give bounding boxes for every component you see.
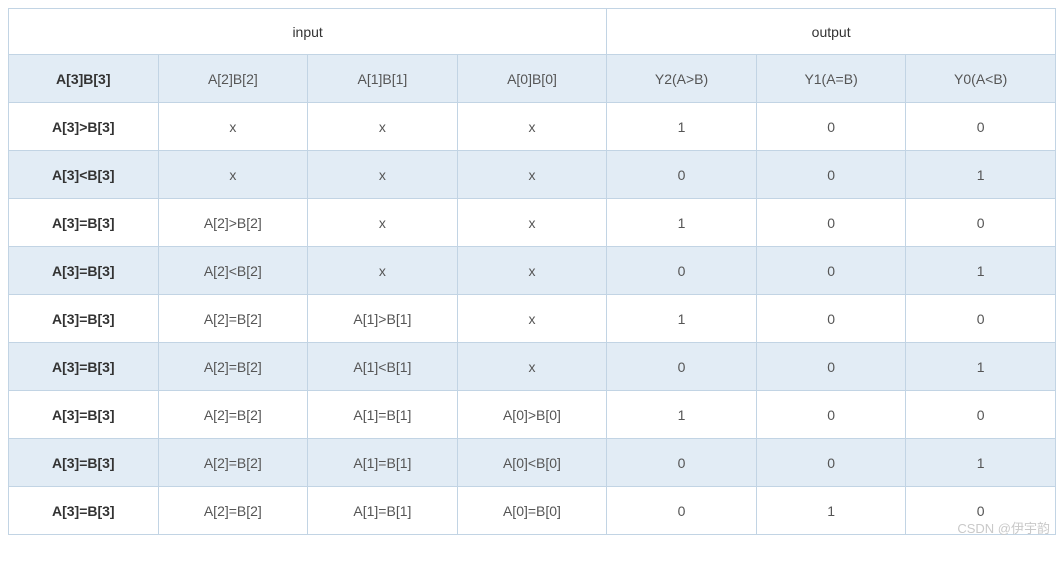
cell: A[3]>B[3] bbox=[9, 103, 159, 151]
cell: A[1]=B[1] bbox=[308, 487, 458, 535]
cell: x bbox=[457, 247, 607, 295]
cell: A[1]>B[1] bbox=[308, 295, 458, 343]
cell: A[3]=B[3] bbox=[9, 391, 159, 439]
cell: 0 bbox=[756, 439, 906, 487]
table-row: A[3]=B[3] A[2]>B[2] x x 1 0 0 bbox=[9, 199, 1056, 247]
cell: A[0]<B[0] bbox=[457, 439, 607, 487]
table-body: A[3]>B[3] x x x 1 0 0 A[3]<B[3] x x x 0 … bbox=[9, 103, 1056, 535]
col-y1: Y1(A=B) bbox=[756, 55, 906, 103]
cell: A[3]=B[3] bbox=[9, 199, 159, 247]
cell: 0 bbox=[756, 199, 906, 247]
table-row: A[3]=B[3] A[2]=B[2] A[1]=B[1] A[0]>B[0] … bbox=[9, 391, 1056, 439]
cell: 0 bbox=[756, 151, 906, 199]
cell: x bbox=[308, 151, 458, 199]
cell: 0 bbox=[756, 103, 906, 151]
cell: 1 bbox=[906, 343, 1056, 391]
cell: 1 bbox=[607, 391, 757, 439]
section-output: output bbox=[607, 9, 1056, 55]
cell: 0 bbox=[756, 391, 906, 439]
cell: 0 bbox=[756, 343, 906, 391]
cell: 1 bbox=[607, 295, 757, 343]
cell: A[3]=B[3] bbox=[9, 487, 159, 535]
cell: 0 bbox=[906, 487, 1056, 535]
col-a3b3: A[3]B[3] bbox=[9, 55, 159, 103]
table-row: A[3]=B[3] A[2]=B[2] A[1]>B[1] x 1 0 0 bbox=[9, 295, 1056, 343]
cell: 1 bbox=[756, 487, 906, 535]
cell: 1 bbox=[607, 103, 757, 151]
truth-table: input output A[3]B[3] A[2]B[2] A[1]B[1] … bbox=[8, 8, 1056, 535]
cell: x bbox=[308, 247, 458, 295]
cell: A[3]=B[3] bbox=[9, 439, 159, 487]
section-input: input bbox=[9, 9, 607, 55]
cell: 0 bbox=[607, 247, 757, 295]
cell: 1 bbox=[906, 151, 1056, 199]
cell: A[3]=B[3] bbox=[9, 343, 159, 391]
cell: x bbox=[158, 103, 308, 151]
col-a0b0: A[0]B[0] bbox=[457, 55, 607, 103]
cell: A[2]<B[2] bbox=[158, 247, 308, 295]
cell: x bbox=[457, 151, 607, 199]
cell: A[1]<B[1] bbox=[308, 343, 458, 391]
col-a1b1: A[1]B[1] bbox=[308, 55, 458, 103]
cell: 0 bbox=[906, 199, 1056, 247]
cell: 1 bbox=[906, 439, 1056, 487]
cell: 0 bbox=[607, 343, 757, 391]
cell: 0 bbox=[906, 295, 1056, 343]
cell: 0 bbox=[607, 487, 757, 535]
cell: x bbox=[457, 295, 607, 343]
table-row: A[3]<B[3] x x x 0 0 1 bbox=[9, 151, 1056, 199]
cell: 1 bbox=[607, 199, 757, 247]
cell: 0 bbox=[906, 391, 1056, 439]
cell: A[2]=B[2] bbox=[158, 487, 308, 535]
cell: A[0]>B[0] bbox=[457, 391, 607, 439]
table-row: A[3]=B[3] A[2]=B[2] A[1]=B[1] A[0]=B[0] … bbox=[9, 487, 1056, 535]
cell: A[3]<B[3] bbox=[9, 151, 159, 199]
cell: A[2]>B[2] bbox=[158, 199, 308, 247]
cell: x bbox=[308, 199, 458, 247]
cell: 0 bbox=[756, 295, 906, 343]
cell: x bbox=[457, 103, 607, 151]
table-row: A[3]=B[3] A[2]=B[2] A[1]=B[1] A[0]<B[0] … bbox=[9, 439, 1056, 487]
cell: x bbox=[158, 151, 308, 199]
cell: 1 bbox=[906, 247, 1056, 295]
section-header-row: input output bbox=[9, 9, 1056, 55]
cell: x bbox=[457, 199, 607, 247]
cell: A[1]=B[1] bbox=[308, 439, 458, 487]
cell: x bbox=[308, 103, 458, 151]
col-y0: Y0(A<B) bbox=[906, 55, 1056, 103]
table-row: A[3]>B[3] x x x 1 0 0 bbox=[9, 103, 1056, 151]
cell: 0 bbox=[607, 439, 757, 487]
cell: 0 bbox=[607, 151, 757, 199]
cell: 0 bbox=[906, 103, 1056, 151]
cell: A[3]=B[3] bbox=[9, 247, 159, 295]
column-header-row: A[3]B[3] A[2]B[2] A[1]B[1] A[0]B[0] Y2(A… bbox=[9, 55, 1056, 103]
cell: A[2]=B[2] bbox=[158, 343, 308, 391]
table-row: A[3]=B[3] A[2]=B[2] A[1]<B[1] x 0 0 1 bbox=[9, 343, 1056, 391]
col-a2b2: A[2]B[2] bbox=[158, 55, 308, 103]
cell: 0 bbox=[756, 247, 906, 295]
table-row: A[3]=B[3] A[2]<B[2] x x 0 0 1 bbox=[9, 247, 1056, 295]
cell: A[2]=B[2] bbox=[158, 439, 308, 487]
cell: A[1]=B[1] bbox=[308, 391, 458, 439]
cell: x bbox=[457, 343, 607, 391]
cell: A[0]=B[0] bbox=[457, 487, 607, 535]
cell: A[3]=B[3] bbox=[9, 295, 159, 343]
cell: A[2]=B[2] bbox=[158, 391, 308, 439]
col-y2: Y2(A>B) bbox=[607, 55, 757, 103]
cell: A[2]=B[2] bbox=[158, 295, 308, 343]
